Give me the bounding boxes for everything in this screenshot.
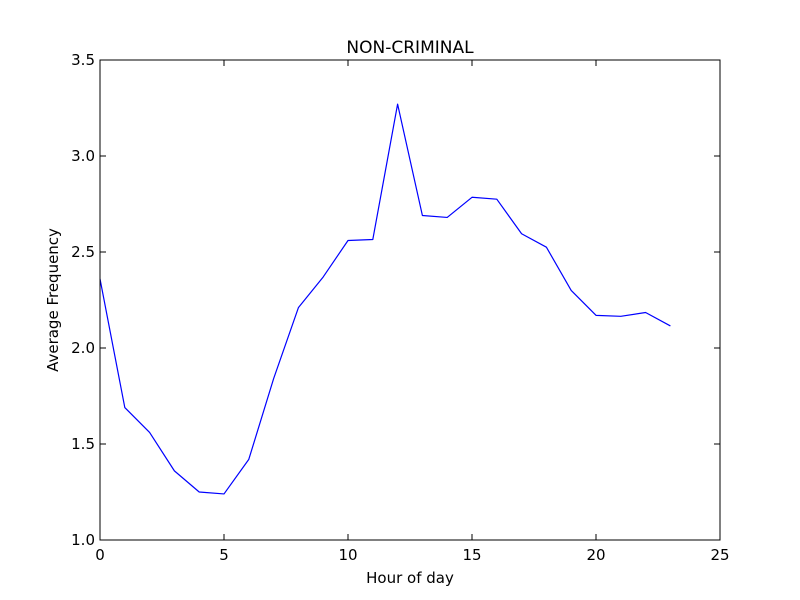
plot-frame [99,59,721,541]
y-axis: 1.0 1.5 2.0 2.5 3.0 3.5 [71,51,720,549]
y-tick-label: 2.5 [71,243,95,261]
series-line [99,103,671,495]
chart-title: NON-CRIMINAL [346,38,474,58]
y-tick-label: 1.5 [71,435,95,453]
x-tick-label: 15 [462,546,481,564]
y-tick-label: 3.0 [71,147,95,165]
plot-area [99,103,671,495]
y-tick-label: 3.5 [71,51,95,69]
y-axis-label: Average Frequency [44,228,62,372]
x-axis: 0 5 10 15 20 25 [95,60,730,564]
x-tick-label: 25 [710,546,729,564]
x-axis-label: Hour of day [366,569,454,587]
y-tick-label: 2.0 [71,339,95,357]
x-tick-label: 0 [95,546,105,564]
x-tick-label: 10 [338,546,357,564]
y-tick-label: 1.0 [71,531,95,549]
x-tick-label: 5 [219,546,229,564]
x-tick-label: 20 [586,546,605,564]
